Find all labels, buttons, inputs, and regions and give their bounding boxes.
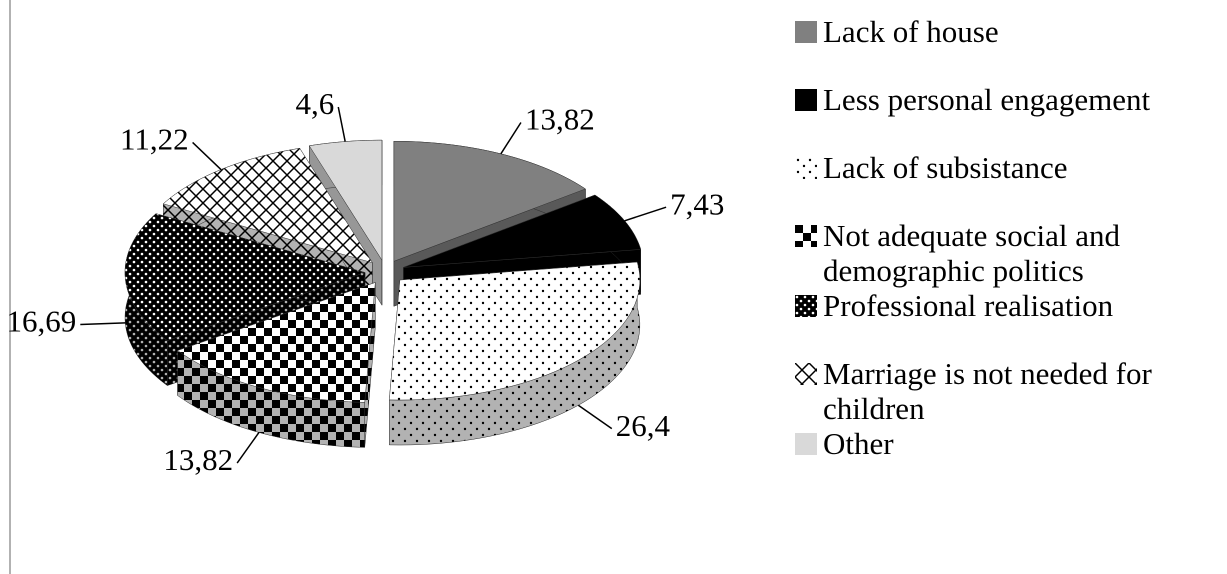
legend-label: Not adequate social and demographic poli…	[823, 218, 1120, 288]
legend-label: Lack of house	[823, 14, 999, 49]
data-label: 4,6	[296, 86, 335, 121]
slice	[177, 282, 376, 403]
slice	[389, 261, 641, 401]
legend-swatch	[795, 21, 817, 43]
legend-label: Professional realisation	[823, 288, 1114, 323]
legend-item: Less personal engagement	[795, 82, 1225, 117]
leader-line	[337, 106, 346, 142]
legend: Lack of house Less personal engagement Lac…	[795, 14, 1225, 461]
legend-item: Marriage is not needed for children	[795, 356, 1225, 426]
leader-line	[192, 141, 222, 171]
legend-swatch	[795, 225, 817, 247]
leader-line	[500, 122, 522, 155]
legend-item: Lack of house	[795, 14, 1225, 49]
legend-swatch	[795, 89, 817, 111]
leader-line	[80, 322, 126, 326]
legend-swatch	[795, 363, 817, 385]
legend-swatch	[795, 295, 817, 317]
legend-swatch-fill	[795, 21, 817, 43]
data-label: 13,82	[525, 102, 595, 137]
legend-item: Lack of subsistance	[795, 150, 1225, 185]
legend-swatch-fill	[795, 433, 817, 455]
data-label: 7,43	[670, 186, 724, 221]
slice-shade	[389, 262, 640, 446]
slice	[308, 139, 383, 262]
legend-item: Professional realisation	[795, 288, 1225, 323]
data-label: 16,69	[7, 304, 77, 339]
legend-item: Other	[795, 426, 1225, 461]
data-label: 11,22	[120, 122, 189, 157]
legend-swatch-fill	[795, 225, 817, 247]
legend-label: Marriage is not needed for children	[823, 356, 1152, 426]
legend-label: Less personal engagement	[823, 82, 1151, 117]
leader-line	[577, 404, 613, 430]
legend-swatch-fill	[795, 363, 817, 385]
legend-label: Lack of subsistance	[823, 150, 1068, 185]
slice	[162, 148, 373, 264]
legend-swatch-fill	[795, 295, 817, 317]
legend-label: Other	[823, 426, 894, 461]
legend-item: Not adequate social and demographic poli…	[795, 218, 1225, 288]
legend-swatch	[795, 433, 817, 455]
leader-line	[624, 206, 667, 222]
slice	[124, 213, 366, 341]
leader-line	[236, 432, 260, 464]
slice-shade	[177, 350, 365, 448]
data-label: 26,4	[616, 408, 671, 443]
chart: 13,82 7,43 26,4 13,82 16,69 11,22 4,6	[7, 0, 724, 574]
legend-swatch-fill	[795, 89, 817, 111]
data-label: 13,82	[163, 442, 233, 477]
legend-swatch	[795, 157, 817, 179]
legend-swatch-fill	[795, 157, 817, 179]
